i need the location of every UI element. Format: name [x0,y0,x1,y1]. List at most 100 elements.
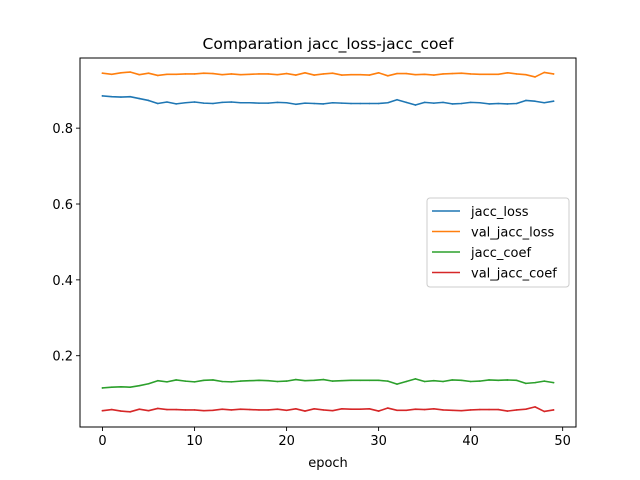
data-point-jacc-coef [267,379,269,382]
data-point-val-jacc-coef [285,409,288,412]
data-point-jacc-coef [304,379,306,382]
data-point-val-jacc-loss [202,72,205,74]
data-point-val-jacc-loss [451,72,454,75]
data-point-val-jacc-loss [138,73,141,76]
legend-label: jacc_coef [470,246,531,261]
data-point-jacc-coef [202,379,205,382]
data-point-jacc-loss [230,101,233,103]
data-point-jacc-loss [110,95,113,98]
data-point-val-jacc-loss [267,73,269,75]
data-point-val-jacc-coef [156,407,159,410]
data-point-val-jacc-coef [543,410,546,413]
data-point-val-jacc-coef [202,409,205,412]
data-point-jacc-loss [442,101,444,104]
x-tick-label: 50 [554,434,571,449]
data-point-jacc-loss [359,102,362,105]
data-point-val-jacc-coef [230,409,233,411]
data-point-val-jacc-loss [506,71,509,74]
data-point-val-jacc-loss [313,74,316,76]
data-point-jacc-coef [451,379,454,381]
data-point-jacc-coef [101,387,104,389]
data-point-jacc-coef [515,379,518,382]
data-point-val-jacc-coef [368,408,371,410]
data-point-jacc-loss [534,100,536,103]
data-point-jacc-loss [202,102,205,104]
data-point-val-jacc-coef [304,410,306,412]
data-point-val-jacc-loss [543,71,546,74]
data-point-val-jacc-coef [193,409,196,411]
data-point-jacc-loss [405,101,408,104]
data-point-jacc-loss [497,102,500,105]
data-point-val-jacc-coef [497,408,500,411]
data-point-val-jacc-coef [515,409,518,411]
data-point-val-jacc-coef [359,408,362,410]
data-point-jacc-loss [101,95,104,97]
data-point-jacc-loss [341,102,343,104]
data-point-val-jacc-coef [258,409,260,411]
data-point-val-jacc-coef [101,409,104,412]
data-point-jacc-coef [258,379,260,382]
data-point-val-jacc-coef [405,409,408,412]
data-point-jacc-loss [248,101,251,104]
data-point-val-jacc-loss [442,73,444,75]
data-point-jacc-loss [175,103,177,105]
legend: jacc_loss val_jacc_loss jacc_coef val_jacc_… [426,197,570,288]
data-point-jacc-coef [368,379,371,382]
data-point-jacc-coef [414,378,417,380]
data-point-val-jacc-coef [267,409,269,411]
data-point-val-jacc-coef [396,409,398,412]
data-point-jacc-loss [460,102,463,105]
data-point-jacc-coef [534,381,536,384]
data-point-jacc-coef [248,379,251,382]
x-tick-label: 20 [278,434,295,449]
x-tick-label: 40 [462,434,479,449]
data-point-jacc-coef [322,378,325,381]
data-point-val-jacc-coef [276,408,279,410]
data-point-jacc-coef [469,380,472,383]
data-point-val-jacc-loss [239,73,242,76]
data-point-val-jacc-coef [433,408,435,410]
data-point-jacc-loss [387,101,389,104]
data-point-jacc-loss [184,101,187,104]
data-point-jacc-coef [166,381,168,383]
data-point-val-jacc-loss [396,72,398,75]
data-point-jacc-loss [276,101,279,104]
data-point-jacc-loss [129,95,131,98]
x-tick-label: 10 [186,434,203,449]
y-axis-ticks: 0.2 0.4 0.6 0.8 [52,122,80,365]
data-point-val-jacc-coef [120,410,122,412]
data-point-val-jacc-coef [239,408,242,410]
legend-label: jacc_loss [470,205,529,220]
data-point-val-jacc-coef [488,408,490,411]
series-line-val-jacc-loss [101,71,555,78]
data-point-val-jacc-coef [129,411,131,413]
data-point-jacc-coef [276,380,279,383]
data-point-jacc-loss [331,101,334,104]
data-point-jacc-coef [359,379,362,382]
series-line-jacc-coef [101,378,555,389]
data-point-val-jacc-coef [350,408,352,410]
data-point-jacc-coef [433,379,435,382]
data-point-val-jacc-loss [469,73,472,75]
data-point-val-jacc-loss [460,72,463,74]
chart-title: Comparation jacc_loss-jacc_coef [203,35,455,54]
data-point-val-jacc-loss [258,73,260,75]
data-point-jacc-loss [267,102,269,104]
data-point-jacc-loss [156,102,159,105]
data-point-jacc-coef [313,379,316,382]
data-point-jacc-coef [387,380,389,382]
data-point-jacc-coef [377,379,380,382]
data-point-val-jacc-loss [285,72,288,75]
data-point-val-jacc-coef [294,408,297,410]
y-tick-label: 0.4 [52,274,73,289]
data-point-val-jacc-loss [331,72,334,74]
data-point-val-jacc-loss [359,73,362,76]
data-point-jacc-loss [479,101,481,104]
data-point-jacc-loss [515,102,518,105]
data-point-val-jacc-coef [341,408,343,410]
data-point-val-jacc-coef [534,406,536,408]
x-axis-ticks: 0 10 20 30 40 50 [98,427,571,449]
data-point-jacc-coef [110,386,113,388]
data-point-val-jacc-coef [138,408,141,410]
